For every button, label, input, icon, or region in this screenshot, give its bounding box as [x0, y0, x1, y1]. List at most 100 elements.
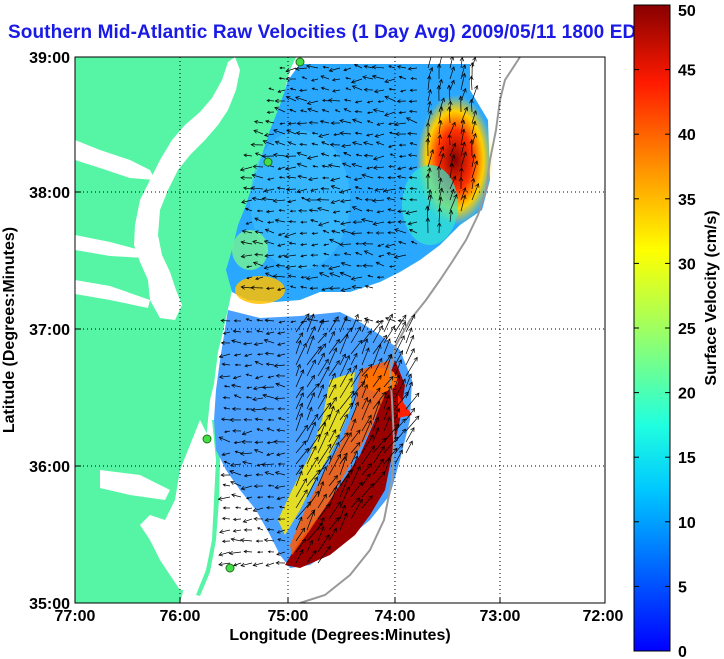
velocity-arrow-head — [318, 133, 323, 139]
velocity-arrow — [296, 132, 308, 135]
velocity-arrow-head — [242, 460, 247, 465]
station-marker — [295, 57, 305, 67]
velocity-arrow-head — [458, 95, 464, 100]
velocity-arrow — [306, 540, 313, 553]
velocity-arrow-head — [428, 66, 434, 72]
velocity-arrow-head — [429, 149, 435, 154]
velocity-arrow-head — [428, 194, 433, 199]
velocity-arrow-head — [388, 144, 392, 148]
velocity-arrow-head — [367, 274, 371, 278]
velocity-arrow — [340, 272, 352, 278]
velocity-arrow-head — [450, 66, 456, 71]
velocity-arrow-head — [310, 335, 315, 340]
velocity-arrow — [310, 219, 319, 223]
velocity-arrow — [409, 110, 418, 113]
velocity-arrow — [394, 254, 407, 258]
velocity-arrow — [333, 133, 341, 136]
velocity-arrow-head — [400, 89, 403, 93]
velocity-arrow — [438, 134, 441, 146]
velocity-arrow — [266, 452, 275, 456]
green-patch-w — [232, 230, 268, 270]
velocity-arrow — [356, 319, 363, 322]
velocity-arrow — [328, 475, 338, 487]
velocity-arrow — [295, 471, 303, 487]
velocity-arrow — [405, 440, 413, 454]
velocity-arrow — [438, 177, 442, 190]
velocity-arrow-head — [367, 419, 372, 425]
velocity-arrow — [253, 262, 264, 267]
velocity-arrow — [264, 339, 275, 344]
velocity-arrow — [376, 141, 385, 146]
velocity-arrow-head — [354, 131, 359, 135]
velocity-arrow-head — [332, 396, 337, 402]
velocity-arrow — [333, 155, 341, 157]
velocity-arrow — [295, 332, 303, 344]
velocity-arrow-head — [450, 154, 456, 159]
velocity-arrow-head — [396, 175, 402, 179]
velocity-arrow-head — [335, 516, 340, 522]
velocity-arrow — [328, 501, 341, 520]
velocity-arrow-head — [245, 407, 249, 411]
velocity-arrow — [373, 166, 385, 169]
velocity-arrow — [275, 219, 286, 223]
velocity-arrow-head — [256, 329, 260, 333]
velocity-arrow-head — [256, 318, 260, 322]
velocity-arrow — [311, 243, 319, 246]
velocity-arrow-head — [310, 510, 315, 516]
velocity-arrow — [290, 88, 297, 91]
velocity-arrow — [279, 176, 286, 179]
velocity-arrow-head — [378, 357, 383, 363]
velocity-arrow-head — [277, 538, 281, 542]
velocity-arrow-head — [222, 506, 226, 510]
velocity-arrow-head — [262, 139, 268, 145]
velocity-arrow-head — [330, 121, 335, 126]
velocity-arrow — [319, 272, 330, 278]
velocity-arrow-head — [384, 78, 389, 84]
velocity-arrow-head — [333, 133, 337, 137]
velocity-arrow-head — [229, 417, 234, 423]
velocity-arrow — [301, 197, 308, 201]
velocity-arrow-head — [300, 527, 306, 533]
velocity-arrow-head — [408, 381, 414, 387]
velocity-arrow-head — [288, 220, 292, 224]
velocity-arrow-head — [438, 119, 443, 125]
velocity-arrow-head — [244, 353, 248, 358]
velocity-arrow-head — [277, 517, 281, 521]
velocity-arrow — [350, 418, 356, 432]
velocity-arrow — [389, 132, 396, 135]
velocity-arrow — [409, 177, 418, 179]
velocity-arrow — [328, 486, 337, 509]
velocity-arrow — [306, 434, 321, 454]
velocity-arrow — [262, 463, 275, 466]
velocity-arrow-head — [425, 122, 431, 127]
velocity-arrow-head — [229, 462, 235, 468]
velocity-arrow-head — [265, 209, 270, 214]
velocity-arrow-head — [374, 187, 379, 192]
velocity-arrow — [372, 358, 383, 377]
velocity-arrow-head — [254, 360, 259, 365]
velocity-arrow — [295, 448, 309, 465]
velocity-arrow-head — [408, 166, 413, 171]
velocity-arrow — [350, 314, 359, 333]
velocity-arrow-head — [242, 518, 247, 523]
velocity-arrow-head — [398, 449, 403, 455]
velocity-arrow — [471, 154, 475, 168]
velocity-arrow — [339, 327, 353, 344]
velocity-arrow-head — [376, 122, 380, 126]
velocity-arrow-head — [301, 197, 305, 200]
velocity-arrow-head — [257, 550, 260, 554]
velocity-arrow-head — [375, 141, 380, 145]
velocity-arrow-head — [246, 386, 250, 389]
velocity-arrow — [427, 89, 431, 102]
velocity-arrow — [361, 364, 373, 377]
velocity-arrow-head — [427, 75, 432, 80]
velocity-arrow — [332, 78, 341, 81]
velocity-arrow-head — [353, 63, 358, 68]
velocity-arrow — [438, 146, 444, 157]
velocity-arrow-head — [277, 417, 282, 421]
velocity-arrow-head — [222, 331, 227, 335]
velocity-arrow — [388, 65, 396, 69]
velocity-arrow — [375, 188, 385, 191]
velocity-arrow — [339, 378, 353, 399]
velocity-arrow-head — [384, 243, 390, 248]
